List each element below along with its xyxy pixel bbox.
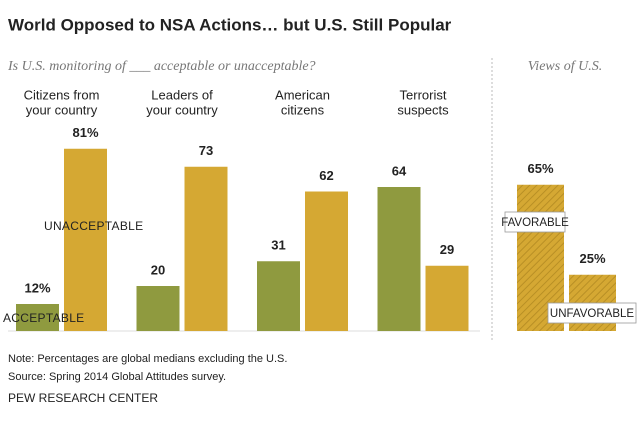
value-label: 65% [527,161,553,176]
value-label: 62 [319,168,333,183]
panel-title: Views of U.S. [528,59,602,74]
bar [16,304,59,331]
category-label: American [275,87,330,102]
category-label: suspects [397,102,449,117]
bar [184,166,228,331]
value-label: 12% [24,280,50,295]
bar [136,286,180,331]
category-label: Citizens from [24,87,100,102]
source: Source: Spring 2014 Global Attitudes sur… [8,371,226,383]
chart-title: World Opposed to NSA Actions… but U.S. S… [8,15,452,34]
value-label: 20 [151,262,165,277]
category-label: your country [26,102,98,117]
category-label: citizens [281,102,325,117]
bar [377,187,421,331]
category-label: Terrorist [400,87,447,102]
category-label: UNFAVORABLE [550,308,634,320]
value-label: 31 [271,238,285,253]
bar [425,265,469,331]
category-label: Leaders of [151,87,213,102]
value-label: 64 [392,163,407,178]
category-label: your country [146,102,218,117]
bar [257,261,300,331]
value-label: 29 [440,242,454,257]
subtitle: Is U.S. monitoring of ___ acceptable or … [7,59,316,74]
series-label: UNACCEPTABLE [44,219,143,233]
value-label: 81% [72,125,98,140]
credit: PEW RESEARCH CENTER [8,391,158,405]
value-label: 25% [579,251,605,266]
bar [305,191,348,331]
label-box [504,211,566,233]
bar [64,148,107,331]
series-label: ACCEPTABLE [3,311,84,325]
category-label: FAVORABLE [501,217,569,229]
note: Note: Percentages are global medians exc… [8,353,287,365]
label-box [547,302,637,324]
value-label: 73 [199,143,213,158]
